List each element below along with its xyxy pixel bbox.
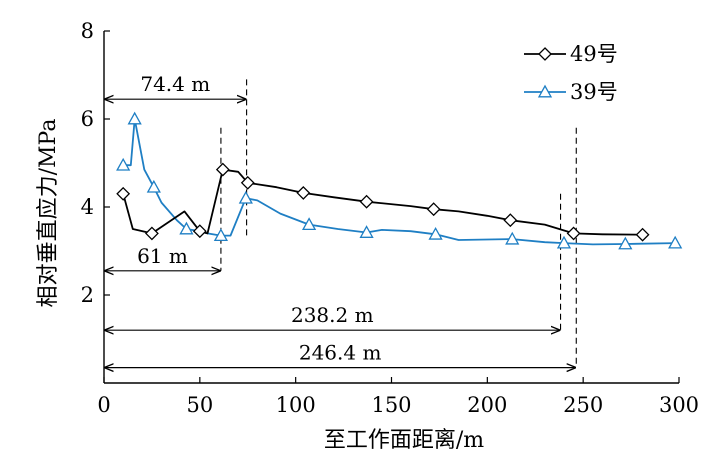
x-tick-label: 300 — [659, 393, 699, 417]
x-tick-label: 250 — [563, 393, 603, 417]
data-point — [359, 225, 374, 238]
legend-marker — [537, 84, 553, 98]
data-point — [635, 227, 650, 242]
data-point — [127, 111, 142, 125]
y-axis-title: 相对垂直应力/MPa — [36, 119, 61, 308]
legend: 49号 39号 — [524, 42, 618, 104]
annotation-label: 246.4 m — [299, 341, 382, 365]
data-point — [144, 226, 159, 241]
data-point — [359, 194, 374, 209]
data-point — [240, 175, 255, 190]
data-point — [426, 202, 441, 217]
x-axis-title: 至工作面距离/m — [324, 428, 484, 453]
data-point — [566, 226, 581, 241]
axes: 0 50 100 150 200 250 300 2 4 6 8 — [81, 19, 699, 417]
series-1 — [116, 111, 683, 250]
data-point — [215, 162, 230, 177]
y-tick-label: 8 — [81, 19, 94, 43]
data-point — [556, 235, 572, 249]
data-point — [116, 186, 131, 201]
annotation-label: 238.2 m — [291, 303, 374, 327]
data-point — [179, 221, 194, 235]
data-series — [116, 111, 683, 250]
series-line — [123, 118, 676, 246]
data-point — [296, 186, 311, 200]
distance-annotations: 74.4 m 61 m 238.2 m 246.4 m — [105, 72, 577, 367]
y-tick-label: 4 — [81, 195, 94, 219]
x-tick-label: 200 — [467, 393, 507, 417]
y-tick-label: 2 — [81, 283, 94, 307]
annotation-label: 61 m — [137, 244, 188, 268]
data-point — [668, 235, 683, 249]
y-tick-label: 6 — [81, 107, 94, 131]
data-point — [146, 179, 161, 193]
x-tick-label: 0 — [97, 393, 110, 417]
legend-label: 39号 — [570, 80, 618, 104]
legend-label: 49号 — [570, 42, 618, 66]
x-tick-label: 50 — [186, 393, 213, 417]
data-point — [192, 224, 207, 239]
data-point — [503, 213, 518, 228]
data-point — [238, 190, 253, 204]
legend-marker — [538, 47, 552, 61]
series-line — [122, 168, 643, 236]
data-point — [116, 157, 131, 171]
x-tick-label: 150 — [371, 393, 411, 417]
series-0 — [116, 162, 650, 242]
data-point — [213, 228, 229, 242]
x-tick-label: 100 — [276, 393, 316, 417]
data-point — [301, 217, 317, 231]
data-point — [618, 236, 633, 250]
annotation-label: 74.4 m — [140, 72, 210, 96]
data-point — [505, 231, 520, 245]
data-point — [428, 226, 443, 240]
